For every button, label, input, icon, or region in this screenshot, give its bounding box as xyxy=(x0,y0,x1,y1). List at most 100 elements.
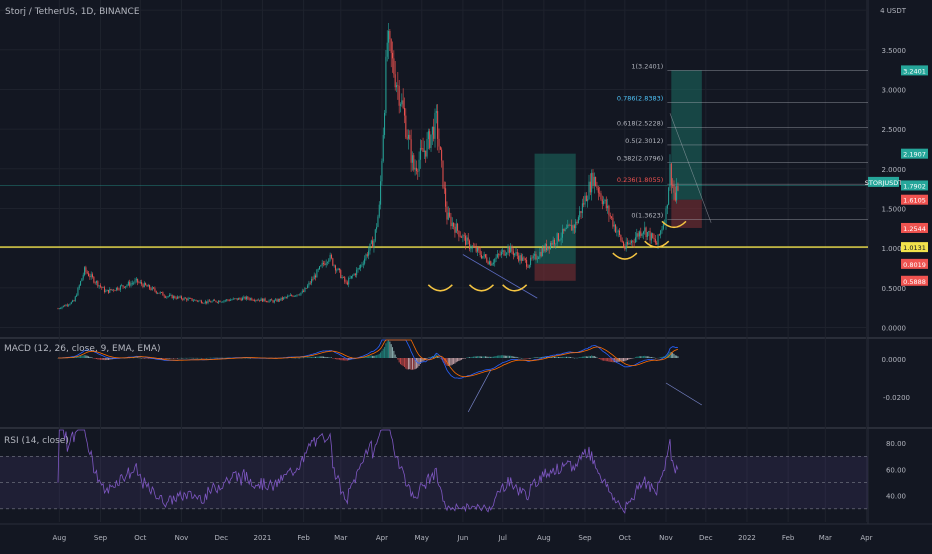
macd-histogram-bar xyxy=(305,357,307,358)
candle-body xyxy=(601,199,603,205)
candle-body xyxy=(627,241,629,245)
macd-histogram-bar xyxy=(385,343,387,358)
macd-histogram-bar xyxy=(366,356,368,358)
candle-body xyxy=(133,282,135,284)
macd-histogram-bar xyxy=(321,356,323,358)
macd-histogram-bar xyxy=(430,356,432,358)
macd-histogram-bar xyxy=(374,355,376,358)
time-tick-label: Apr xyxy=(860,534,872,542)
candle-body xyxy=(273,300,275,303)
candle-body xyxy=(524,258,526,260)
candle-body xyxy=(536,258,538,260)
candle-body xyxy=(86,271,88,274)
candle-body xyxy=(674,192,676,201)
candle-body xyxy=(502,250,504,252)
candle-body xyxy=(482,256,484,259)
macd-histogram-bar xyxy=(429,357,431,359)
candle-body xyxy=(559,240,561,241)
macd-histogram-bar xyxy=(564,356,566,358)
macd-histogram-bar xyxy=(500,355,502,358)
macd-histogram-bar xyxy=(457,358,459,362)
price-tick-label: 2.5000 xyxy=(882,126,907,134)
candle-body xyxy=(542,247,544,256)
candle-body xyxy=(165,296,167,298)
macd-histogram-bar xyxy=(512,356,514,358)
price-tick-label: 0.0000 xyxy=(882,325,907,333)
candle-body xyxy=(568,224,570,226)
macd-signal-line xyxy=(58,339,679,378)
price-tag xyxy=(901,148,928,159)
candle-body xyxy=(114,290,116,292)
candle-body xyxy=(292,295,294,297)
candle-body xyxy=(398,85,400,106)
candle-body xyxy=(93,276,95,283)
macd-histogram-bar xyxy=(131,357,133,359)
candle-body xyxy=(623,242,625,247)
candle-body xyxy=(595,177,597,187)
candle-body xyxy=(628,242,630,245)
macd-histogram-bar xyxy=(511,356,513,358)
macd-histogram-bar xyxy=(453,358,455,365)
candle-body xyxy=(469,240,471,249)
macd-histogram-bar xyxy=(88,356,90,358)
candle-body xyxy=(235,298,237,300)
macd-histogram-bar xyxy=(426,358,428,359)
candle-body xyxy=(390,39,392,53)
macd-histogram-bar xyxy=(138,357,140,359)
candle-body xyxy=(522,257,524,261)
macd-histogram-bar xyxy=(93,358,95,359)
macd-histogram-bar xyxy=(208,357,210,359)
candle-body xyxy=(147,285,149,287)
macd-histogram-bar xyxy=(102,358,104,360)
macd-histogram-bar xyxy=(553,356,555,358)
candle-body xyxy=(381,161,383,182)
candle-body xyxy=(402,100,404,108)
candle-body xyxy=(303,290,305,292)
candle-body xyxy=(435,111,437,113)
macd-histogram-bar xyxy=(427,357,429,358)
candle-body xyxy=(496,254,498,258)
macd-histogram-bar xyxy=(532,357,534,359)
candle-body xyxy=(382,134,384,162)
candle-body xyxy=(300,292,302,295)
macd-histogram-bar xyxy=(92,357,94,359)
macd-histogram-bar xyxy=(388,340,390,358)
candle-body xyxy=(236,298,238,300)
candle-body xyxy=(212,300,214,302)
candle-body xyxy=(652,233,654,238)
candle-body xyxy=(311,279,313,284)
macd-histogram-bar xyxy=(442,358,444,362)
macd-histogram-bar xyxy=(542,356,544,358)
macd-histogram-bar xyxy=(523,358,525,359)
candle-body xyxy=(137,278,139,283)
candle-body xyxy=(462,235,464,238)
candle-body xyxy=(599,192,601,194)
price-tick-label: 3.5000 xyxy=(882,47,907,55)
price-tag xyxy=(901,222,928,233)
macd-histogram-bar xyxy=(487,356,489,358)
macd-histogram-bar xyxy=(394,354,396,358)
macd-histogram-bar xyxy=(101,358,103,360)
candle-body xyxy=(569,224,571,226)
macd-histogram-bar xyxy=(617,358,619,362)
macd-histogram-bar xyxy=(212,357,214,359)
macd-histogram-bar xyxy=(307,357,309,358)
macd-histogram-bar xyxy=(451,358,453,365)
candle-body xyxy=(84,267,86,275)
macd-histogram-bar xyxy=(247,357,249,359)
candle-body xyxy=(218,300,220,303)
macd-histogram-bar xyxy=(473,356,475,358)
candle-body xyxy=(309,282,311,284)
candle-body xyxy=(555,243,557,245)
macd-histogram-bar xyxy=(81,355,83,358)
macd-histogram-bar xyxy=(536,357,538,358)
macd-histogram-bar xyxy=(328,357,330,358)
candle-body xyxy=(183,297,185,300)
candle-body xyxy=(187,298,189,301)
candle-body xyxy=(553,239,555,245)
macd-histogram-bar xyxy=(601,358,603,361)
candle-body xyxy=(179,296,181,298)
candle-body xyxy=(414,167,416,170)
price-tick-label: 3.0000 xyxy=(882,86,907,94)
candle-body xyxy=(304,288,306,292)
